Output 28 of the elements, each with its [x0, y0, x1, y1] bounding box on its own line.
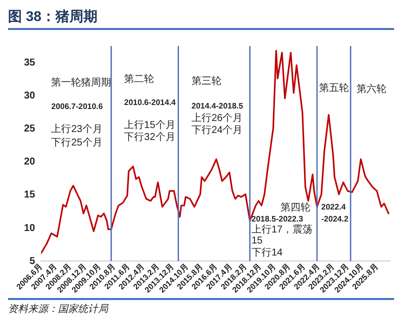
y-tick-label: 25 [24, 123, 36, 134]
text: 资料来源：国家统计局 [8, 302, 110, 316]
annotation: 2006.7-2010.6 [51, 102, 104, 112]
annotation: 上行15个月 [124, 119, 176, 132]
annotation: 下行24个月 [191, 124, 243, 136]
annotation: 下行25个月 [51, 136, 102, 148]
y-tick-label: 15 [24, 190, 36, 201]
chart-title: 图 38：猪周期 [8, 8, 394, 30]
annotation: 上行26个月 [191, 112, 243, 124]
annotation: 2010.6-2014.4 [124, 98, 176, 108]
annotation: 第一轮猪周期 [51, 76, 112, 89]
annotation: 2014.4-2018.5 [191, 101, 244, 110]
annotation: 下行14 [251, 247, 284, 258]
annotation: 第三轮 [191, 74, 222, 87]
annotation: 第五轮 [319, 82, 350, 94]
annotation: 上行23个月 [51, 123, 102, 136]
annotation: 上行17，震荡15 [251, 224, 313, 247]
y-tick-label: 20 [24, 156, 36, 168]
annotation: 第六轮 [356, 82, 387, 95]
annotation: 2018.5-2022.3 [251, 214, 304, 224]
annotation: -2024.2 [321, 214, 349, 224]
y-tick-label: 35 [24, 57, 36, 68]
annotation: 下行32个月 [124, 131, 176, 144]
y-tick-label: 30 [24, 90, 36, 102]
annotation: 2022.4 [321, 202, 346, 212]
annotation: 第二轮 [124, 72, 154, 85]
y-tick-label: 10 [24, 222, 36, 234]
annotation: 第四轮 [280, 201, 310, 214]
